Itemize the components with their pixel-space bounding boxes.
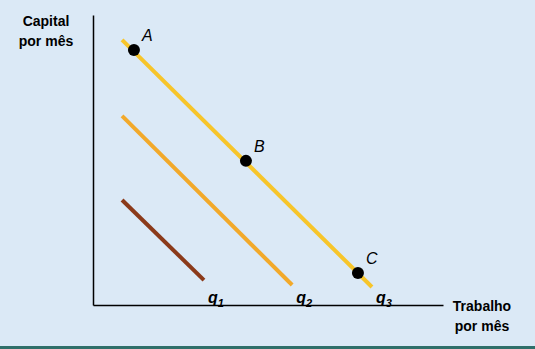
series-label: q3 (376, 289, 392, 309)
background (0, 0, 535, 349)
series-label: q1 (208, 289, 224, 309)
y-axis-title-line: Capital (23, 13, 70, 29)
series-label-sub: 1 (218, 297, 224, 309)
isoquant-line (122, 40, 372, 287)
y-axis-title-line: por mês (19, 33, 74, 49)
series-label-main: q (296, 289, 306, 306)
point-label: A (141, 27, 153, 44)
bottom-border (0, 346, 535, 349)
point-label: B (254, 138, 265, 155)
x-axis-title: Trabalho por mês (453, 298, 511, 334)
series-label: q2 (296, 289, 312, 309)
isoquant-line (122, 200, 204, 280)
y-axis (93, 16, 94, 306)
series-label-main: q (208, 289, 218, 306)
y-axis-title: Capital por mês (19, 13, 74, 49)
labels: q1q2q3ABCCapitalpor mêsTrabalhopor mês (19, 13, 511, 334)
plot-area (122, 40, 372, 287)
point (240, 155, 252, 167)
x-axis-title-line: Trabalho (453, 298, 511, 314)
point-label: C (366, 250, 378, 267)
y-axis-line (93, 16, 95, 306)
isoquant-line (122, 116, 292, 285)
x-axis-title-line: por mês (455, 318, 510, 334)
series-label-main: q (376, 289, 386, 306)
chart: q1q2q3ABCCapitalpor mêsTrabalhopor mês (0, 0, 535, 349)
point (128, 44, 140, 56)
series-label-sub: 2 (305, 297, 312, 309)
series-label-sub: 3 (386, 297, 392, 309)
point (352, 267, 364, 279)
